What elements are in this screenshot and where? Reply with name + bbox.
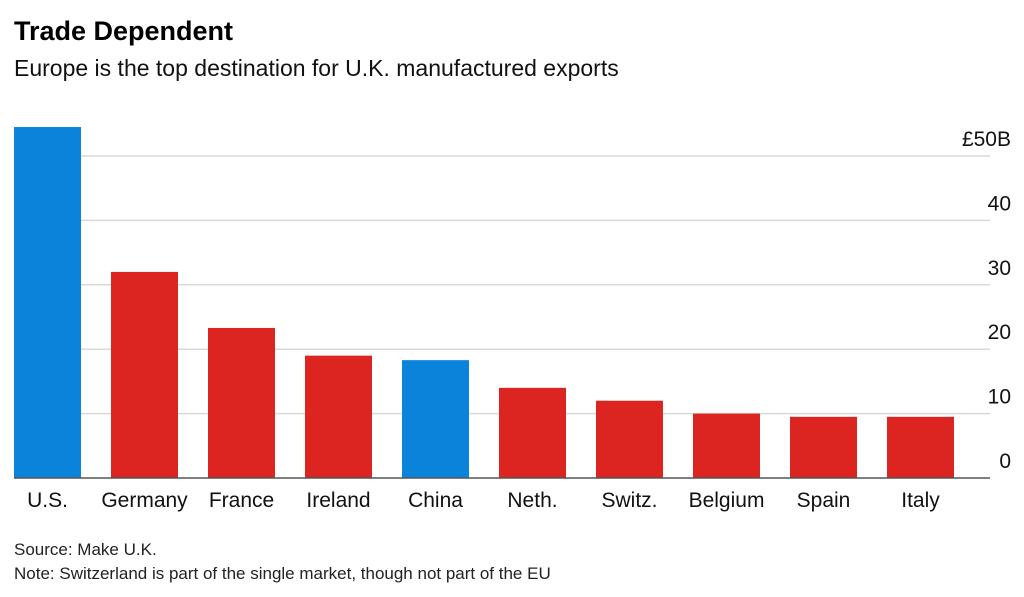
x-tick-labels: U.S. Germany France Ireland China Neth. Switz.…: [27, 489, 940, 512]
y-tick-label: £50B: [962, 128, 1011, 151]
y-tick-label: 30: [988, 257, 1011, 280]
x-tick-label: Spain: [797, 489, 851, 512]
bar-china: [402, 360, 469, 478]
x-tick-label: Ireland: [306, 489, 370, 512]
bar-germany: [111, 271, 178, 478]
x-tick-label: China: [408, 489, 463, 512]
bar-switz: [596, 400, 663, 478]
source-note: Source: Make U.K.: [14, 540, 157, 559]
y-tick-label: 40: [988, 192, 1011, 215]
bar-france: [208, 327, 275, 478]
x-tick-label: Germany: [101, 489, 188, 512]
bar-spain: [790, 416, 857, 478]
bar-ireland: [305, 355, 372, 478]
x-tick-label: Switz.: [601, 489, 657, 512]
y-tick-label: 10: [988, 386, 1011, 409]
footnote: Note: Switzerland is part of the single …: [14, 564, 551, 583]
x-tick-label: U.S.: [27, 489, 68, 512]
chart-subtitle: Europe is the top destination for U.K. m…: [14, 55, 619, 81]
bar-belgium: [693, 413, 760, 478]
bar-neth: [499, 387, 566, 478]
bar-us: [14, 127, 81, 478]
x-tick-label: Belgium: [689, 489, 765, 512]
chart-title: Trade Dependent: [14, 16, 234, 46]
bars: [14, 127, 954, 478]
bar-chart: 0 10 20 30 40 £50B U.S. Germany France Ireland Ch…: [14, 127, 1011, 512]
y-tick-labels: 0 10 20 30 40 £50B: [962, 128, 1011, 473]
y-tick-label: 20: [988, 321, 1011, 344]
x-tick-label: Italy: [901, 489, 940, 512]
y-tick-label: 0: [999, 450, 1011, 473]
bar-italy: [887, 416, 954, 478]
x-tick-label: Neth.: [507, 489, 557, 512]
x-tick-label: France: [209, 489, 274, 512]
